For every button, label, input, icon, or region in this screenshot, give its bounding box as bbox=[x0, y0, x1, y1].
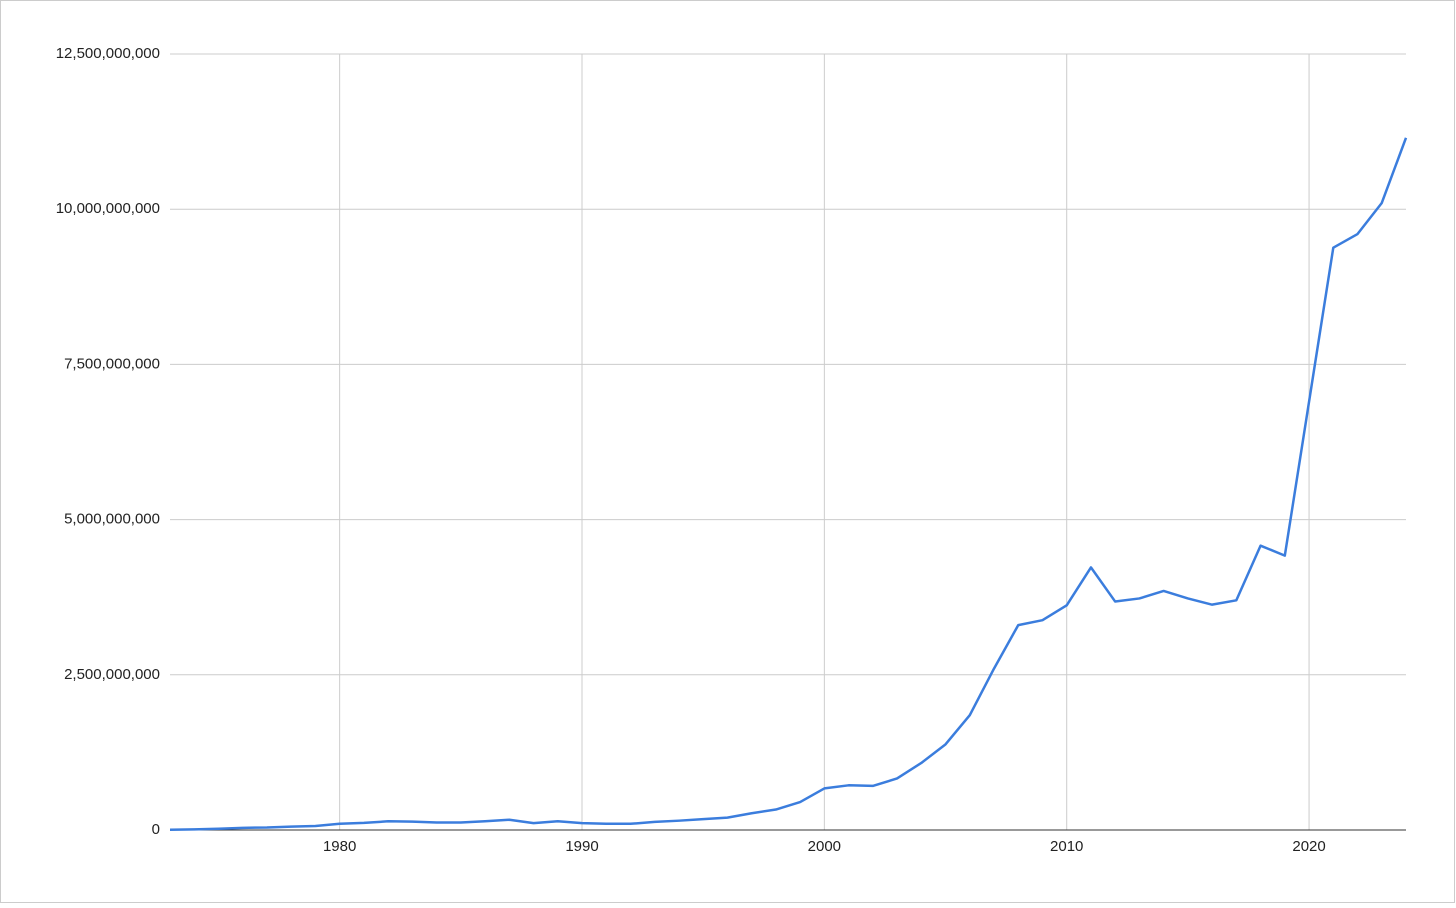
y-tick-label: 0 bbox=[152, 821, 160, 838]
y-tick-label: 2,500,000,000 bbox=[64, 666, 160, 683]
x-tick-label: 2000 bbox=[808, 838, 841, 855]
y-tick-label: 7,500,000,000 bbox=[64, 355, 160, 372]
y-tick-label: 5,000,000,000 bbox=[64, 511, 160, 528]
y-tick-label: 10,000,000,000 bbox=[56, 200, 160, 217]
x-tick-label: 1990 bbox=[565, 838, 598, 855]
data-line bbox=[169, 137, 1408, 831]
x-tick-label: 1980 bbox=[323, 838, 356, 855]
x-tick-label: 2020 bbox=[1292, 838, 1325, 855]
x-tick-label: 2010 bbox=[1050, 838, 1083, 855]
y-tick-label: 12,500,000,000 bbox=[56, 45, 160, 62]
